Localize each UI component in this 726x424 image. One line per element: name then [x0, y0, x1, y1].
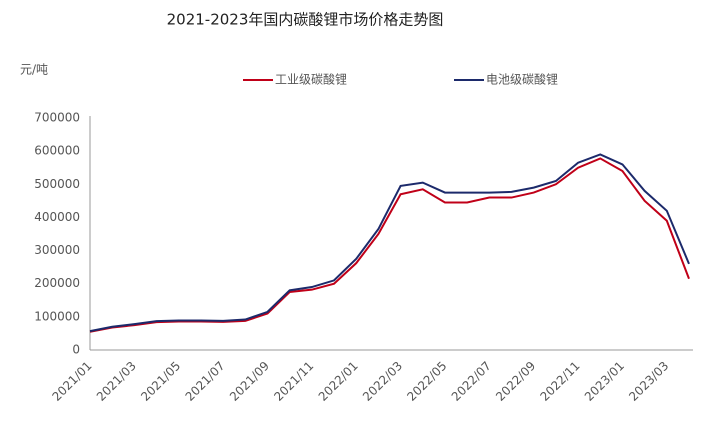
- y-axis-label: 元/吨: [20, 63, 48, 77]
- x-tick-label: 2021/11: [271, 359, 316, 404]
- x-tick-label: 2021/01: [49, 359, 94, 404]
- x-tick-label: 2022/03: [360, 359, 405, 404]
- x-tick-label: 2023/03: [626, 359, 671, 404]
- y-tick-label: 400000: [34, 210, 80, 224]
- y-tick-label: 0: [72, 343, 80, 357]
- chart-title: 2021-2023年国内碳酸锂市场价格走势图: [167, 11, 444, 29]
- x-tick-label: 2022/09: [493, 359, 538, 404]
- y-tick-label: 700000: [34, 111, 80, 125]
- y-tick-label: 300000: [34, 243, 80, 257]
- x-tick-label: 2021/03: [94, 359, 139, 404]
- x-tick-label: 2022/01: [316, 359, 361, 404]
- y-tick-label: 500000: [34, 177, 80, 191]
- x-tick-label: 2021/05: [138, 359, 183, 404]
- y-tick-label: 600000: [34, 144, 80, 158]
- y-tick-label: 200000: [34, 276, 80, 290]
- x-tick-label: 2021/09: [227, 359, 272, 404]
- line-series: [89, 157, 690, 333]
- x-tick-label: 2023/01: [582, 359, 627, 404]
- legend-label: 电池级碳酸锂: [486, 72, 558, 87]
- x-tick-label: 2021/07: [183, 359, 228, 404]
- x-tick-label: 2022/05: [404, 359, 449, 404]
- x-tick-label: 2022/07: [449, 359, 494, 404]
- y-tick-label: 100000: [34, 309, 80, 323]
- x-tick-label: 2022/11: [538, 359, 583, 404]
- legend-label: 工业级碳酸锂: [275, 72, 347, 87]
- line-series: [89, 153, 690, 333]
